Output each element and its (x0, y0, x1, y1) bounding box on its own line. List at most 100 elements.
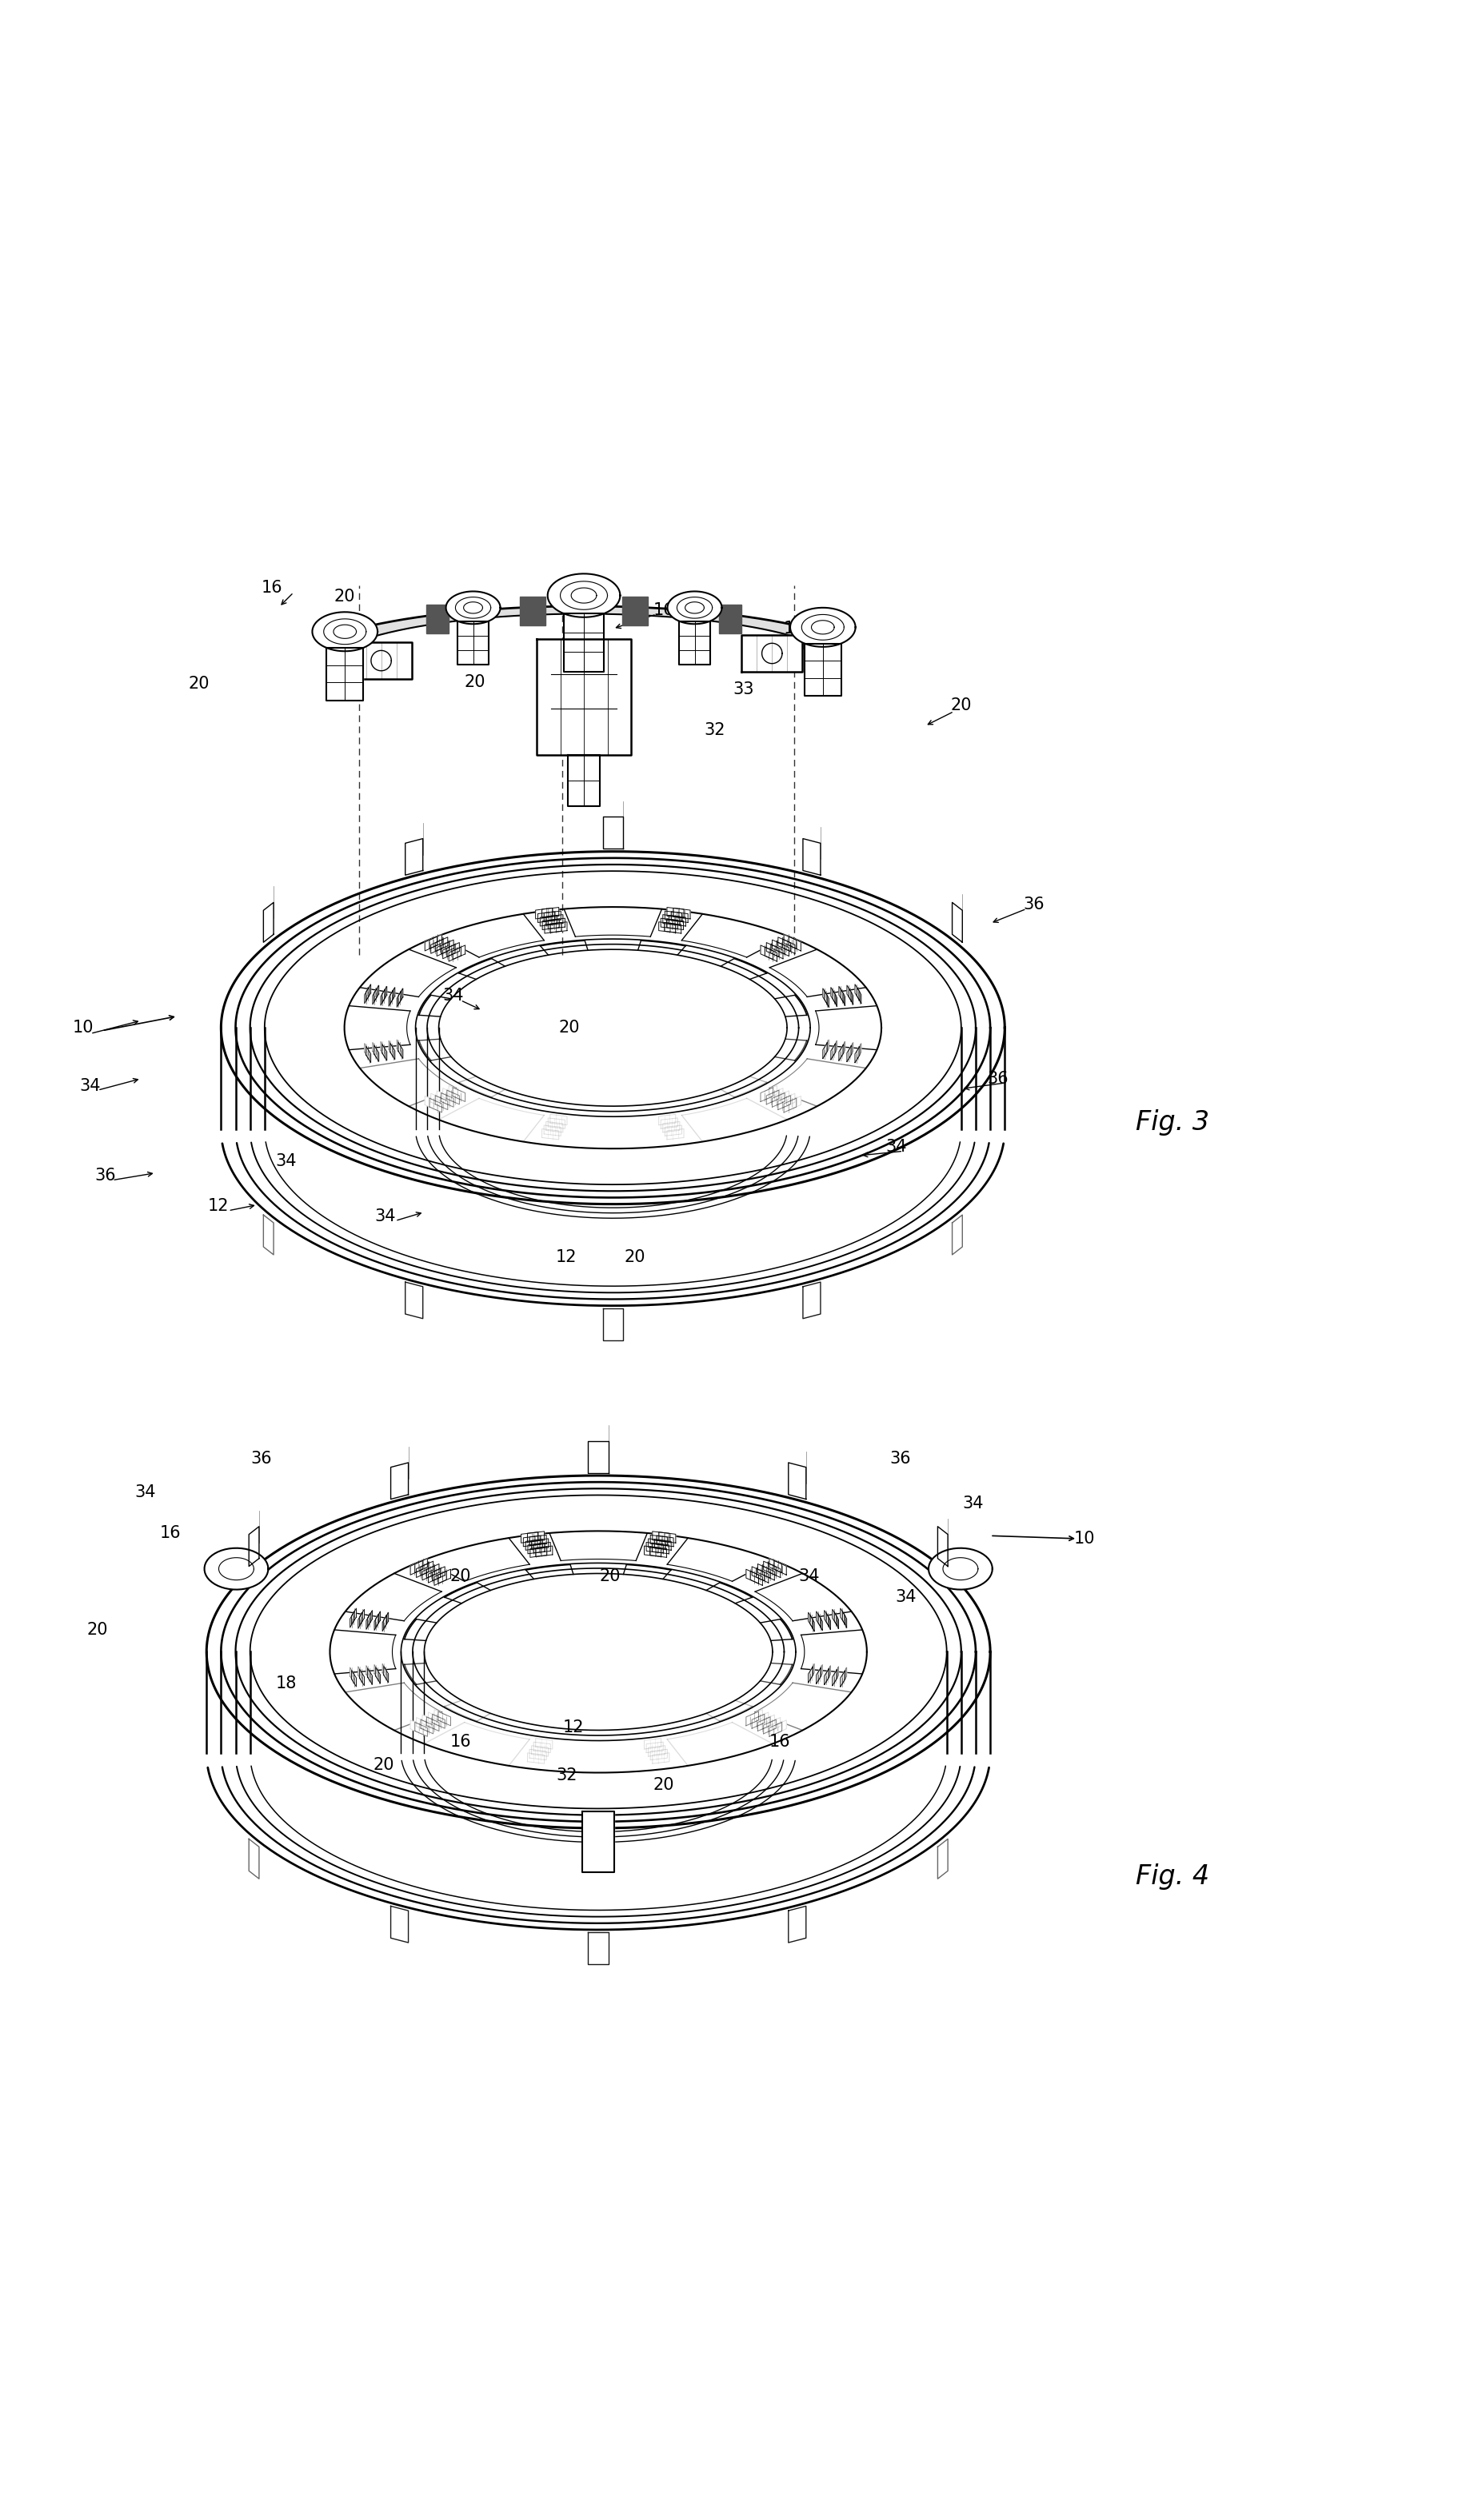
Text: 10: 10 (1075, 1530, 1095, 1547)
Polygon shape (783, 1094, 795, 1109)
Polygon shape (623, 597, 647, 625)
Polygon shape (757, 1567, 768, 1583)
Polygon shape (528, 1542, 545, 1555)
Polygon shape (765, 948, 777, 960)
Polygon shape (789, 1462, 806, 1499)
Polygon shape (779, 1096, 790, 1109)
Polygon shape (423, 1714, 434, 1729)
Polygon shape (666, 907, 684, 917)
Polygon shape (833, 990, 837, 1005)
Polygon shape (523, 1535, 539, 1547)
Polygon shape (659, 1532, 675, 1542)
Polygon shape (838, 1043, 844, 1061)
Polygon shape (448, 942, 459, 958)
Polygon shape (430, 1099, 442, 1111)
Polygon shape (391, 1905, 408, 1943)
Polygon shape (569, 756, 599, 806)
Polygon shape (765, 1086, 777, 1099)
Polygon shape (774, 1560, 786, 1575)
Polygon shape (764, 1562, 776, 1575)
Text: 34: 34 (80, 1079, 101, 1094)
Polygon shape (528, 1754, 544, 1764)
Polygon shape (351, 643, 411, 678)
Polygon shape (784, 1099, 796, 1111)
Polygon shape (529, 1535, 547, 1545)
Polygon shape (521, 1532, 538, 1542)
Polygon shape (416, 1721, 427, 1736)
Polygon shape (359, 1666, 363, 1683)
Polygon shape (427, 1565, 439, 1578)
Polygon shape (389, 990, 394, 1005)
Polygon shape (757, 1711, 768, 1726)
Text: 16: 16 (159, 1525, 181, 1540)
Polygon shape (417, 1562, 429, 1578)
Polygon shape (831, 1043, 835, 1058)
Polygon shape (416, 1557, 427, 1572)
Polygon shape (838, 985, 844, 1003)
Polygon shape (843, 1668, 847, 1683)
Polygon shape (784, 935, 796, 948)
Polygon shape (824, 1668, 830, 1683)
Polygon shape (789, 1096, 800, 1111)
Polygon shape (805, 643, 841, 696)
Polygon shape (854, 985, 860, 1000)
Polygon shape (437, 1091, 449, 1106)
Polygon shape (773, 940, 784, 955)
Polygon shape (841, 988, 846, 1005)
Polygon shape (666, 1129, 684, 1139)
Polygon shape (375, 1613, 379, 1630)
Polygon shape (429, 1567, 440, 1583)
Polygon shape (752, 1714, 764, 1729)
Text: 16: 16 (451, 1734, 471, 1749)
Text: 20: 20 (373, 1756, 394, 1774)
Polygon shape (763, 1565, 774, 1580)
Polygon shape (843, 1610, 847, 1628)
Polygon shape (383, 1613, 388, 1628)
Polygon shape (382, 985, 386, 1003)
Polygon shape (375, 985, 379, 1000)
Polygon shape (822, 988, 828, 1005)
Polygon shape (761, 1089, 773, 1101)
Polygon shape (544, 1126, 561, 1137)
Polygon shape (742, 635, 802, 670)
Text: 36: 36 (987, 1071, 1007, 1086)
Polygon shape (446, 592, 500, 625)
Polygon shape (359, 1613, 363, 1628)
Polygon shape (453, 945, 465, 960)
Polygon shape (663, 1121, 679, 1131)
Polygon shape (410, 1560, 423, 1575)
Polygon shape (937, 1527, 948, 1567)
Text: 20: 20 (599, 1567, 621, 1585)
Text: 34: 34 (895, 1588, 917, 1605)
Polygon shape (834, 1613, 838, 1628)
Polygon shape (550, 922, 567, 932)
Text: 33: 33 (733, 680, 754, 698)
Polygon shape (547, 915, 563, 925)
Polygon shape (818, 1666, 822, 1681)
Text: 20: 20 (334, 590, 354, 605)
Polygon shape (427, 1716, 439, 1731)
Polygon shape (330, 607, 837, 640)
Text: 20: 20 (653, 1777, 674, 1794)
Polygon shape (650, 1749, 668, 1759)
Polygon shape (816, 1668, 821, 1683)
Polygon shape (249, 1527, 260, 1567)
Polygon shape (833, 1610, 837, 1625)
Polygon shape (538, 912, 554, 922)
Polygon shape (453, 1089, 465, 1101)
Polygon shape (410, 1721, 423, 1734)
Polygon shape (588, 1933, 608, 1963)
Polygon shape (525, 1540, 542, 1550)
Polygon shape (366, 1666, 370, 1681)
Polygon shape (768, 1719, 780, 1731)
Polygon shape (429, 1711, 440, 1726)
Text: 16: 16 (653, 602, 675, 617)
Polygon shape (528, 1532, 544, 1542)
Text: 12: 12 (555, 1250, 577, 1265)
Polygon shape (752, 1567, 764, 1580)
Polygon shape (443, 1089, 455, 1101)
Polygon shape (849, 1043, 853, 1058)
Polygon shape (789, 937, 800, 950)
Polygon shape (831, 988, 835, 1003)
Text: 20: 20 (951, 698, 972, 713)
